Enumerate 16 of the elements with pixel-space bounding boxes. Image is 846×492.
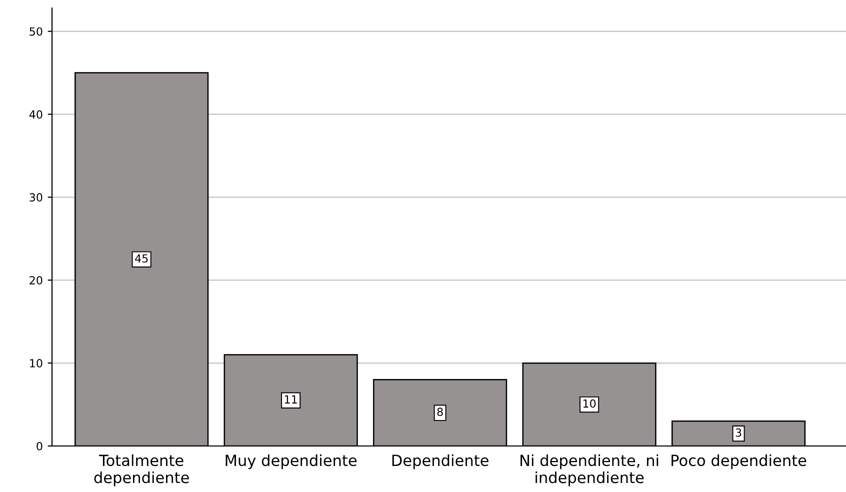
- y-tick-label: 20: [30, 276, 42, 285]
- y-tick-label: 30: [30, 193, 42, 202]
- y-tick-label: 0: [36, 442, 42, 450]
- data-label: 10: [583, 399, 596, 408]
- y-tick-label: 10: [30, 359, 42, 368]
- x-tick-label: Totalmente dependiente: [94, 454, 189, 486]
- data-label: 8: [437, 408, 443, 416]
- data-label: 3: [736, 428, 742, 437]
- y-tick-label: 40: [29, 110, 42, 119]
- x-tick-label: Muy dependiente: [226, 454, 357, 470]
- data-label: 11: [284, 395, 297, 404]
- y-tick-label: 50: [30, 27, 42, 36]
- data-label: 45: [135, 254, 148, 263]
- x-tick-label: Dependiente: [392, 454, 488, 470]
- x-tick-label: Poco dependiente: [672, 454, 806, 470]
- x-tick-label: Ni dependiente, ni independiente: [520, 454, 658, 486]
